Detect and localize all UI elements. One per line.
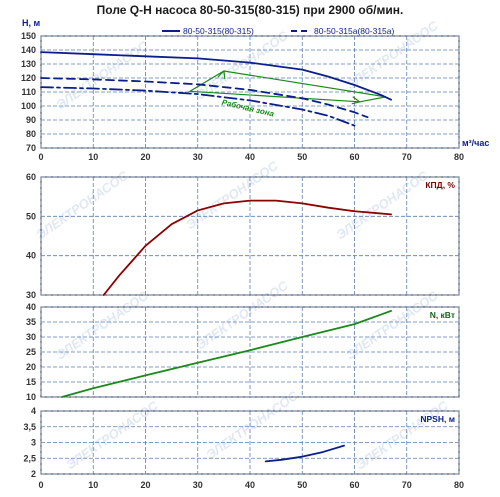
x-axis-label: м³/час	[462, 138, 489, 148]
watermark-text: ЭЛЕКТРОНАСОС	[53, 38, 151, 113]
x-tick-label: 60	[349, 152, 359, 162]
y-tick-label: 2,5	[23, 453, 36, 463]
x-tick-label: 0	[38, 152, 43, 162]
watermark-text: ЭЛЕКТРОНАСОС	[353, 398, 451, 473]
y-tick-label: 40	[26, 302, 36, 312]
y-tick-label: 30	[26, 332, 36, 342]
y-tick-label: 40	[26, 251, 36, 261]
y-axis-label: Н, м	[22, 18, 41, 28]
y-tick-label: 120	[21, 73, 36, 83]
panel-label-efficiency: КПД, %	[425, 180, 455, 190]
y-tick-label: 110	[21, 87, 36, 97]
watermark-text: ЭЛЕКТРОНАСОС	[53, 288, 151, 363]
panel-label-npsh: NPSH, м	[420, 414, 455, 424]
x-tick-label: 20	[140, 152, 150, 162]
watermark-text: ЭЛЕКТРОНАСОС	[343, 288, 441, 363]
y-tick-label: 4	[31, 406, 36, 416]
watermark-text: ЭЛЕКТРОНАСОС	[193, 28, 291, 103]
y-tick-label: 25	[26, 347, 36, 357]
x-tick-label: 50	[297, 480, 307, 490]
x-tick-label: 80	[454, 480, 464, 490]
series-line-power-0	[61, 310, 392, 398]
watermark-text: ЭЛЕКТРОНАСОС	[203, 388, 301, 463]
y-tick-label: 15	[26, 377, 36, 387]
working-zone-arrow	[351, 96, 362, 105]
x-tick-label: 10	[88, 480, 98, 490]
panel-efficiency: 30 40 50 60 КПД, %	[26, 172, 460, 300]
x-tick-label: 40	[245, 480, 255, 490]
watermark-layer: ЭЛЕКТРОНАСОС ЭЛЕКТРОНАСОС ЭЛЕКТРОНАСОС ЭЛЕК…	[33, 18, 451, 473]
watermark-text: ЭЛЕКТРОНАСОС	[33, 168, 131, 243]
x-tick-label: 20	[140, 480, 150, 490]
x-tick-label: 40	[245, 152, 255, 162]
y-tick-label: 10	[26, 392, 36, 402]
x-tick-label: 50	[297, 152, 307, 162]
x-tick-label: 30	[193, 152, 203, 162]
y-tick-label: 3,5	[23, 422, 36, 432]
panel-qh: 70 80 90 100 110 120 130 140 150 0 10 20 30 40 50 60 70 8…	[21, 18, 489, 162]
legend-entry: 80-50-315а(80-315а)	[314, 26, 395, 36]
legend: 80-50-315(80-315) 80-50-315а(80-315а)	[162, 26, 395, 36]
y-tick-label: 35	[26, 317, 36, 327]
series-line-qh-1	[40, 77, 369, 119]
series-line-qh-2	[40, 86, 356, 127]
series-line-npsh-0	[264, 444, 345, 463]
y-tick-label: 20	[26, 362, 36, 372]
series-line-qh-0	[40, 51, 392, 101]
panel-label-power: N, кВт	[430, 310, 455, 320]
watermark-text: ЭЛЕКТРОНАСОС	[333, 168, 431, 243]
y-tick-label: 50	[26, 211, 36, 221]
watermark-text: ЭЛЕКТРОНАСОС	[193, 278, 291, 353]
y-tick-label: 60	[26, 172, 36, 182]
x-tick-label: 0	[38, 480, 43, 490]
x-tick-label: 80	[454, 152, 464, 162]
y-tick-label: 90	[26, 115, 36, 125]
y-tick-label: 2	[31, 469, 36, 479]
y-tick-label: 140	[21, 45, 36, 55]
x-tick-label: 70	[402, 480, 412, 490]
chart-title: Поле Q-H насоса 80-50-315(80-315) при 29…	[97, 3, 404, 17]
working-zone-arrow	[217, 69, 226, 80]
y-tick-label: 150	[21, 31, 36, 41]
x-tick-label: 70	[402, 152, 412, 162]
y-tick-label: 3	[31, 438, 36, 448]
series-line-efficiency-0	[102, 199, 392, 296]
watermark-text: ЭЛЕКТРОНАСОС	[63, 398, 161, 473]
legend-entry: 80-50-315(80-315)	[183, 26, 254, 36]
y-tick-label: 30	[26, 290, 36, 300]
y-tick-label: 100	[21, 101, 36, 111]
x-tick-label: 60	[349, 480, 359, 490]
x-tick-label: 10	[88, 152, 98, 162]
y-tick-label: 130	[21, 59, 36, 69]
y-tick-label: 70	[26, 143, 36, 153]
panel-power: 10 15 20 25 30 35 40 N, кВт	[26, 302, 460, 402]
x-tick-label: 30	[193, 480, 203, 490]
y-tick-label: 80	[26, 129, 36, 139]
